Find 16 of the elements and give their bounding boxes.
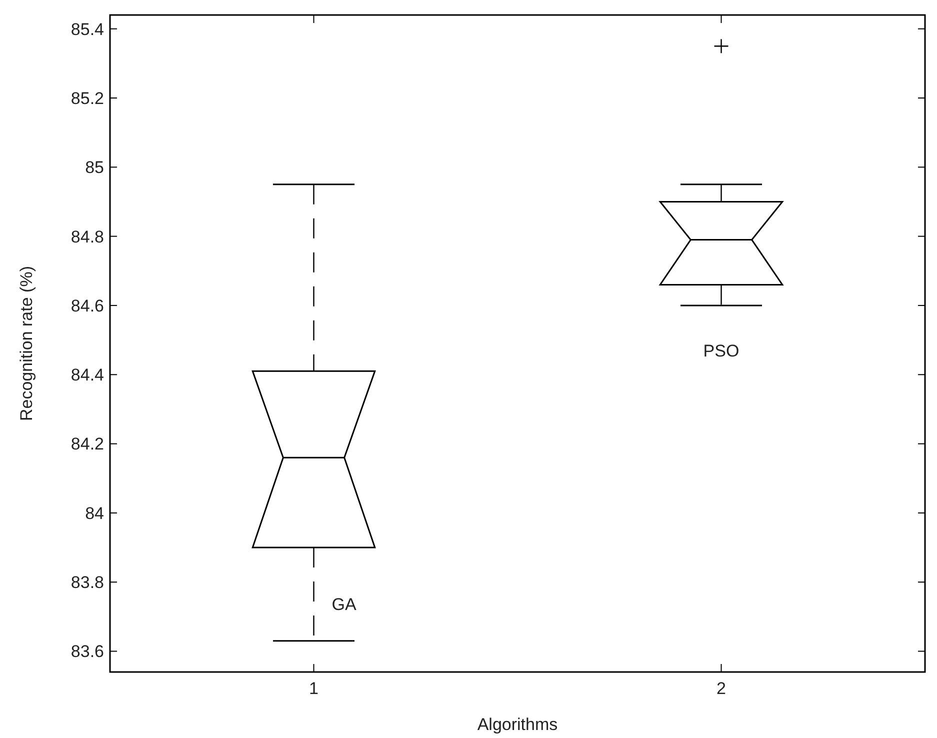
annotation: PSO	[703, 341, 740, 360]
y-tick-label: 84.4	[70, 366, 104, 385]
y-tick-label: 84.2	[70, 434, 104, 454]
y-tick-label: 84	[85, 504, 104, 523]
y-tick-label: 85	[85, 158, 104, 178]
annotation: GA	[332, 595, 357, 614]
y-tick-label: 83.6	[70, 642, 104, 662]
y-tick-label: 85.4	[70, 20, 104, 39]
x-tick-label: 1	[309, 679, 318, 698]
y-tick-label: 83.8	[70, 573, 104, 592]
y-tick-label: 84.6	[70, 296, 104, 316]
y-tick-label: 84.8	[70, 227, 104, 246]
y-axis-title: Recognition rate (%)	[17, 266, 36, 421]
x-axis-title: Algorithms	[477, 715, 558, 734]
x-tick-label: 2	[716, 679, 726, 698]
y-tick-label: 85.2	[70, 88, 104, 108]
